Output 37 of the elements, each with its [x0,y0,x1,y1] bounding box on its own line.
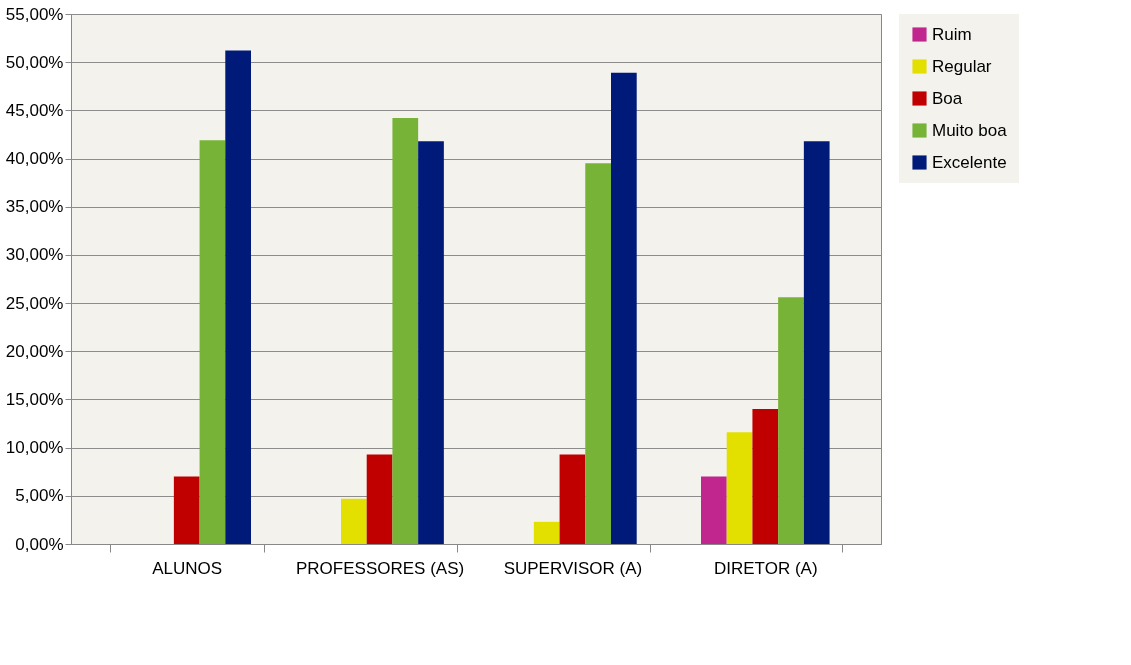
y-tick-label: 10,00% [5,438,64,458]
y-tick-label: 30,00% [5,245,64,265]
y-tick-label: 0,00% [15,534,64,554]
legend-label: Regular [932,56,992,76]
bar [778,297,804,544]
bar [533,521,560,544]
y-tick-label: 45,00% [5,100,64,120]
bar [225,50,251,544]
bar [199,140,226,544]
bar [611,72,637,544]
bar [585,163,611,544]
bar [752,409,779,544]
legend-label: Ruim [932,24,972,44]
bar [701,476,727,544]
x-tick-label: PROFESSORES (AS) [296,558,465,578]
legend-label: Excelente [932,152,1007,172]
bar [366,454,393,544]
legend-label: Muito boa [932,120,1008,140]
y-tick-label: 20,00% [5,341,64,361]
y-tick-label: 55,00% [5,4,64,24]
y-tick-label: 5,00% [15,486,64,506]
y-tick-label: 25,00% [5,293,64,313]
y-tick-label: 50,00% [5,52,64,72]
bar [726,432,753,544]
y-tick-label: 35,00% [5,197,64,217]
y-tick-label: 40,00% [5,149,64,169]
bar [392,118,419,544]
bar [559,454,586,544]
x-tick-label: SUPERVISOR (A) [503,558,643,578]
bar [418,141,444,544]
bar [341,498,367,544]
x-tick-label: ALUNOS [152,558,223,578]
bar [803,141,830,544]
legend-label: Boa [932,88,963,108]
x-tick-label: DIRETOR (A) [714,558,818,578]
bar [173,476,200,544]
y-tick-label: 15,00% [5,389,64,409]
